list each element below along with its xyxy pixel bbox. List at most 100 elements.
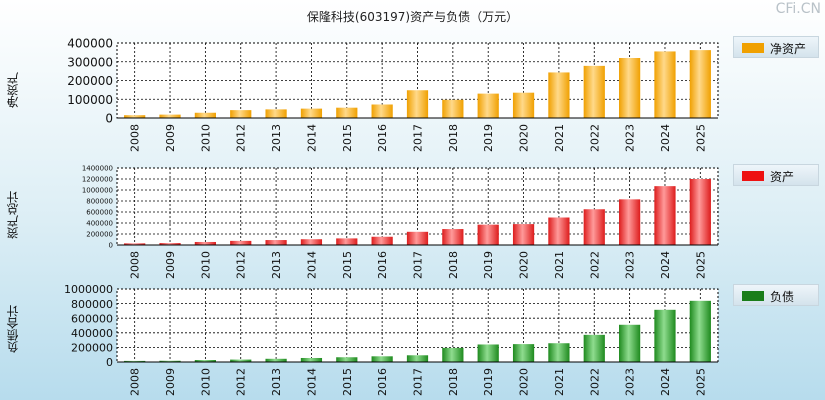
x-tick-label-equity: 2019 (482, 124, 495, 152)
legend-assets: 资产 (733, 164, 819, 186)
x-tick-label-assets: 2010 (199, 251, 212, 279)
x-tick-label-equity: 2008 (129, 124, 142, 152)
x-tick-label-assets: 2012 (235, 251, 248, 279)
legend-label-liabilities: 负债 (770, 290, 795, 304)
bar-equity-2013 (265, 109, 287, 118)
x-tick-label-assets: 2018 (447, 251, 460, 279)
x-tick-label-liabilities: 2025 (694, 368, 707, 396)
y-tick-label-assets: 0 (109, 242, 113, 250)
x-tick-label-liabilities: 2013 (270, 368, 283, 396)
bar-equity-2021 (548, 72, 570, 118)
x-tick-label-assets: 2019 (482, 251, 495, 279)
bar-liabilities-2024 (654, 309, 676, 362)
y-tick-label-liabilities: 800000 (71, 298, 113, 311)
y-tick-label-assets: 200000 (86, 231, 113, 239)
x-tick-label-equity: 2009 (164, 124, 177, 152)
bar-assets-2021 (548, 217, 570, 245)
y-tick-label-liabilities: 600000 (71, 312, 113, 325)
x-tick-label-liabilities: 2012 (235, 368, 248, 396)
bar-liabilities-2025 (689, 300, 711, 362)
bar-assets-2022 (583, 209, 605, 245)
bar-liabilities-2009 (159, 360, 181, 362)
y-tick-label-liabilities: 1000000 (64, 283, 113, 296)
plot-frame-assets (116, 167, 719, 246)
watermark-logo: CFi.CN (775, 1, 821, 17)
bar-liabilities-2019 (477, 344, 499, 362)
bar-assets-2009 (159, 243, 181, 245)
y-tick-label-equity: 200000 (67, 74, 113, 88)
y-tick-label-equity: 300000 (67, 55, 113, 69)
legend-equity: 净资产 (733, 36, 819, 58)
x-tick-label-assets: 2020 (518, 251, 531, 279)
y-tick-label-assets: 400000 (86, 220, 113, 228)
bar-liabilities-2013 (265, 358, 287, 362)
bar-assets-2014 (300, 239, 323, 245)
x-tick-label-equity: 2013 (270, 124, 283, 152)
x-tick-label-liabilities: 2023 (624, 368, 637, 396)
y-tick-label-liabilities: 400000 (71, 327, 113, 340)
bar-liabilities-2014 (300, 357, 323, 362)
x-tick-label-equity: 2020 (518, 124, 531, 152)
bar-equity-2020 (512, 92, 535, 118)
bar-assets-2018 (442, 229, 464, 245)
x-tick-label-equity: 2023 (624, 124, 637, 152)
y-tick-label-assets: 600000 (86, 209, 113, 217)
bar-assets-2017 (406, 231, 429, 245)
y-tick-label-assets: 1400000 (82, 165, 113, 173)
x-tick-label-equity: 2018 (447, 124, 460, 152)
bar-equity-2015 (336, 107, 358, 118)
bar-assets-2013 (265, 240, 287, 245)
y-tick-label-equity: 400000 (67, 37, 113, 51)
x-tick-label-assets: 2009 (164, 251, 177, 279)
y-tick-label-equity: 0 (105, 112, 113, 126)
plot-frame-liabilities (116, 288, 719, 363)
bar-equity-2025 (689, 50, 711, 118)
x-tick-label-liabilities: 2024 (659, 368, 672, 396)
x-tick-label-assets: 2013 (270, 251, 283, 279)
x-tick-label-equity: 2021 (553, 124, 566, 152)
bar-equity-2009 (159, 114, 181, 118)
legend-swatch-assets (742, 171, 764, 181)
x-tick-label-liabilities: 2018 (447, 368, 460, 396)
x-tick-label-equity: 2014 (305, 124, 318, 152)
bar-liabilities-2016 (371, 356, 393, 362)
y-tick-label-assets: 1000000 (82, 187, 113, 195)
x-tick-label-equity: 2016 (376, 124, 389, 152)
bar-assets-2024 (654, 186, 676, 245)
legend-swatch-equity (742, 43, 764, 53)
x-tick-label-assets: 2014 (305, 251, 318, 279)
bar-liabilities-2022 (583, 334, 605, 362)
legend-liabilities: 负债 (733, 284, 819, 306)
bar-liabilities-2021 (548, 343, 570, 362)
bar-liabilities-2020 (512, 344, 535, 362)
x-tick-label-assets: 2023 (624, 251, 637, 279)
bar-assets-2016 (371, 236, 393, 245)
bar-equity-2010 (194, 112, 216, 118)
x-tick-label-assets: 2015 (341, 251, 354, 279)
x-tick-label-liabilities: 2014 (305, 368, 318, 396)
x-tick-label-equity: 2015 (341, 124, 354, 152)
x-tick-label-liabilities: 2010 (199, 368, 212, 396)
bar-assets-2023 (619, 199, 641, 245)
bar-equity-2014 (300, 108, 323, 118)
bar-equity-2008 (124, 115, 146, 118)
bar-equity-2022 (583, 65, 605, 118)
bar-liabilities-2010 (194, 360, 216, 362)
bar-assets-2020 (512, 224, 535, 245)
y-tick-label-assets: 1200000 (82, 176, 113, 184)
bar-liabilities-2018 (442, 347, 464, 362)
x-tick-label-liabilities: 2008 (129, 368, 142, 396)
bar-liabilities-2008 (124, 360, 146, 362)
x-tick-label-liabilities: 2016 (376, 368, 389, 396)
bar-assets-2010 (194, 241, 216, 245)
x-tick-label-liabilities: 2022 (588, 368, 601, 396)
bar-liabilities-2012 (230, 359, 252, 362)
x-tick-label-liabilities: 2017 (412, 368, 425, 396)
legend-swatch-liabilities (742, 291, 764, 301)
x-tick-label-assets: 2021 (553, 251, 566, 279)
x-tick-label-assets: 2024 (659, 251, 672, 279)
x-tick-label-liabilities: 2021 (553, 368, 566, 396)
bar-equity-2019 (477, 93, 499, 118)
x-tick-label-equity: 2022 (588, 124, 601, 152)
